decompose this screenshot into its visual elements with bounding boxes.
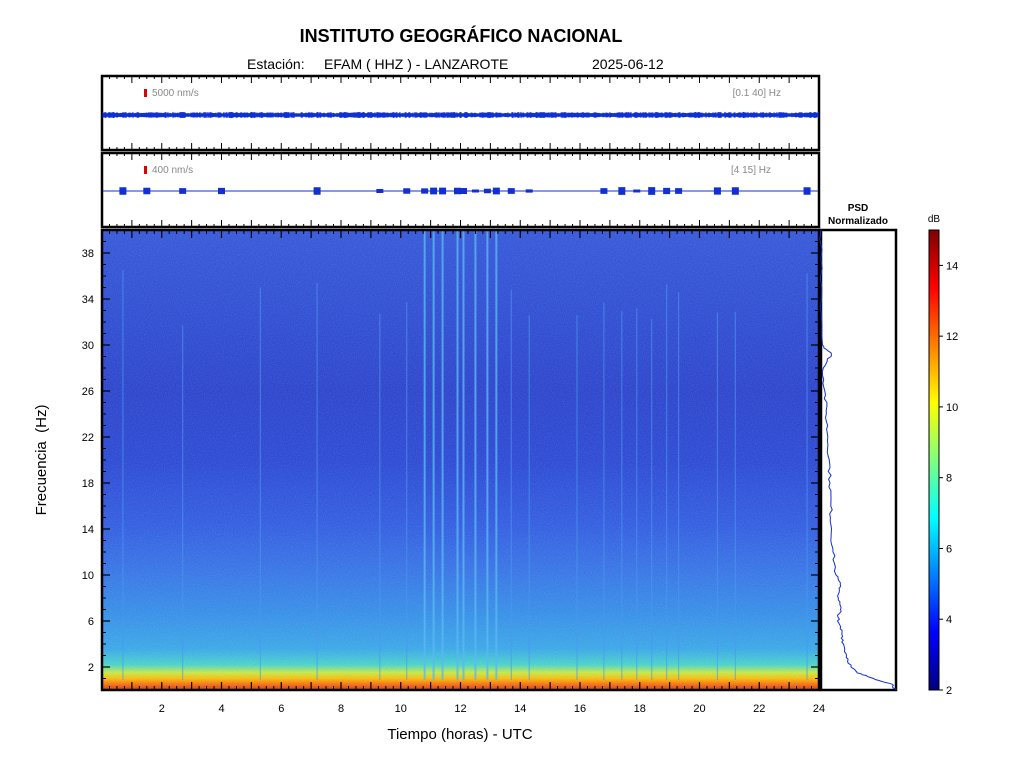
psd-title-line-1: PSD	[848, 203, 869, 214]
colorbar-tick-label-6: 6	[946, 543, 952, 555]
station-label: Estación:	[247, 56, 305, 72]
record-date: 2025-06-12	[592, 56, 664, 72]
colorbar-unit: dB	[928, 214, 941, 225]
y-tick-label-10: 10	[82, 570, 94, 582]
colorbar-gradient	[928, 229, 940, 691]
trace-panel-1-ticks	[108, 76, 813, 150]
x-tick-label-4: 4	[218, 703, 224, 715]
trace-panel-2: 400 nm/s [4 15] Hz	[100, 151, 821, 229]
y-tick-label-6: 6	[88, 616, 94, 628]
trace-panel-1: 5000 nm/s [0.1 40] Hz	[100, 74, 821, 152]
x-tick-label-14: 14	[514, 703, 526, 715]
x-tick-label-18: 18	[634, 703, 646, 715]
station-name: EFAM ( HHZ ) - LANZAROTE	[324, 56, 509, 72]
trace-1-filter-label: [0.1 40] Hz	[733, 88, 781, 99]
colorbar-tick-label-2: 2	[946, 685, 952, 697]
psd-panel: PSD Normalizado	[819, 203, 898, 692]
y-axis-label: Frecuencia (Hz)	[33, 405, 50, 516]
psd-title-line-2: Normalizado	[828, 216, 888, 227]
y-tick-label-38: 38	[82, 248, 94, 260]
trace-2-filter-label: [4 15] Hz	[731, 165, 771, 176]
y-tick-label-14: 14	[82, 524, 94, 536]
y-tick-label-22: 22	[82, 432, 94, 444]
y-tick-label-18: 18	[82, 478, 94, 490]
y-tick-label-26: 26	[82, 386, 94, 398]
colorbar-tick-label-14: 14	[946, 260, 958, 272]
trace-2-scale-label: 400 nm/s	[152, 165, 193, 176]
colorbar: dB 2 4 6 8 10 12 14	[928, 214, 958, 697]
psd-frame	[819, 228, 898, 692]
x-tick-label-24: 24	[813, 703, 825, 715]
trace-panel-2-ticks	[108, 153, 813, 227]
x-tick-label-12: 12	[454, 703, 466, 715]
trace-1-scale-marker	[144, 89, 147, 97]
x-axis-label: Tiempo (horas) - UTC	[387, 726, 532, 743]
trace-1-waveform	[102, 111, 819, 119]
x-tick-label-8: 8	[338, 703, 344, 715]
spectrogram-events	[122, 230, 808, 680]
x-tick-label-20: 20	[693, 703, 705, 715]
colorbar-tick-label-10: 10	[946, 402, 958, 414]
y-tick-label-30: 30	[82, 340, 94, 352]
page-title: INSTITUTO GEOGRÁFICO NACIONAL	[299, 26, 623, 46]
colorbar-tick-label-4: 4	[946, 614, 952, 626]
y-tick-label-2: 2	[88, 662, 94, 674]
psd-curve	[819, 229, 897, 691]
spectrogram-noise	[102, 230, 819, 690]
colorbar-ticks: 2 4 6 8 10 12 14	[939, 260, 958, 697]
trace-1-scale-label: 5000 nm/s	[152, 88, 199, 99]
y-tick-label-34: 34	[82, 294, 94, 306]
trace-2-waveform	[103, 187, 818, 195]
colorbar-tick-label-8: 8	[946, 473, 952, 485]
x-tick-label-2: 2	[159, 703, 165, 715]
x-tick-label-22: 22	[753, 703, 765, 715]
x-tick-label-10: 10	[395, 703, 407, 715]
x-tick-label-6: 6	[278, 703, 284, 715]
trace-2-scale-marker	[144, 166, 147, 174]
station-line: Estación: EFAM ( HHZ ) - LANZAROTE 2025-…	[0, 56, 922, 74]
colorbar-tick-label-12: 12	[946, 331, 958, 343]
x-tick-label-16: 16	[574, 703, 586, 715]
